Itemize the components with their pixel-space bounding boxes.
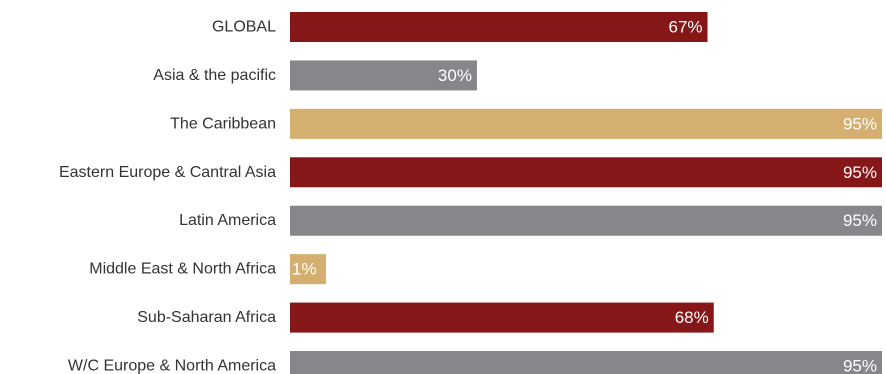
- category-label-asia-and-the-pacific: Asia & the pacific: [153, 67, 276, 84]
- value-label-latin-america: 95%: [843, 211, 877, 230]
- category-label-eastern-europe-and-cantral-asia: Eastern Europe & Cantral Asia: [59, 164, 276, 181]
- category-label-global: GLOBAL: [212, 19, 276, 36]
- bar-eastern-europe-and-cantral-asia: [290, 157, 882, 188]
- category-label-sub-saharan-africa: Sub-Saharan Africa: [137, 309, 276, 326]
- category-label-latin-america: Latin America: [179, 212, 276, 229]
- category-labels: GLOBAL Asia & the pacific The Caribbean Eas…: [59, 19, 276, 374]
- bar-the-caribbean: [290, 108, 882, 139]
- category-label-w-c-europe-and-north-america: W/C Europe & North America: [68, 358, 276, 374]
- bar-sub-saharan-africa: [290, 302, 714, 333]
- bar-latin-america: [290, 205, 882, 236]
- bars: [290, 12, 882, 374]
- category-label-middle-east-and-north-africa: Middle East & North Africa: [89, 261, 276, 278]
- bar-asia-and-the-pacific: [290, 60, 477, 91]
- bar-w-c-europe-and-north-america: [290, 351, 882, 374]
- value-label-eastern-europe-and-cantral-asia: 95%: [843, 163, 877, 182]
- bar-global: [290, 12, 708, 42]
- value-label-asia-and-the-pacific: 30%: [438, 66, 472, 85]
- value-label-w-c-europe-and-north-america: 95%: [843, 357, 877, 374]
- value-label-global: 67%: [668, 18, 702, 37]
- value-labels: 67% 30% 95% 95% 95% 1% 68% 95%: [292, 18, 877, 374]
- bar-label-backing-middle-east-and-north-africa: [290, 254, 326, 285]
- category-label-the-caribbean: The Caribbean: [170, 115, 276, 132]
- value-label-the-caribbean: 95%: [843, 114, 877, 133]
- value-label-middle-east-and-north-africa: 1%: [292, 260, 317, 279]
- value-label-sub-saharan-africa: 68%: [675, 308, 709, 327]
